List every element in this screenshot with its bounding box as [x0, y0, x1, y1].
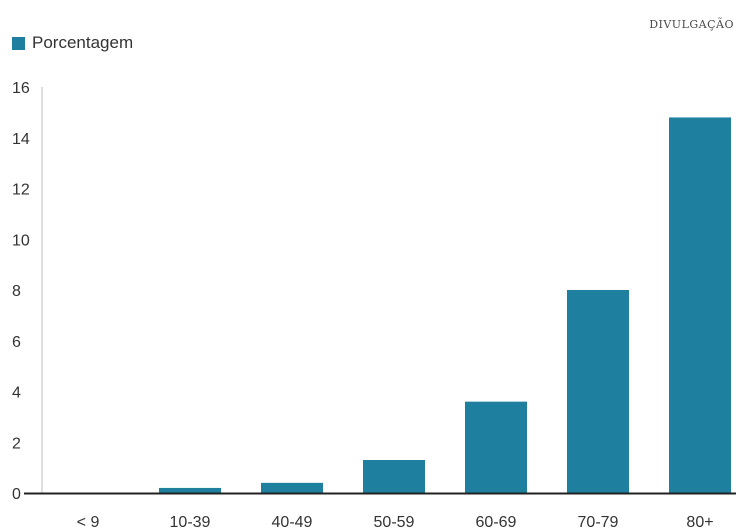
bar — [159, 487, 221, 493]
y-tick-label: 16 — [12, 80, 30, 97]
y-tick-label: 12 — [12, 182, 30, 199]
x-tick-label: 80+ — [686, 514, 713, 531]
legend-label: Porcentagem — [32, 33, 134, 52]
y-tick-label: 10 — [12, 232, 30, 249]
x-axis-ticks: < 9 10-39 40-49 50-59 60-69 70-79 80+ — [77, 514, 714, 531]
y-tick-label: 4 — [12, 385, 21, 402]
y-axis-ticks: 0 2 4 6 8 10 12 14 16 — [12, 80, 30, 503]
x-tick-label: 10-39 — [170, 514, 211, 531]
x-tick-label: 50-59 — [374, 514, 415, 531]
bar — [465, 401, 527, 493]
y-tick-label: 6 — [12, 334, 21, 351]
bar — [261, 482, 323, 493]
x-tick-label: 40-49 — [272, 514, 313, 531]
bars — [159, 117, 731, 493]
y-tick-label: 0 — [12, 486, 21, 503]
photo-credit: DIVULGAÇÃO — [649, 18, 734, 31]
y-tick-label: 2 — [12, 435, 21, 452]
bar — [567, 290, 629, 493]
x-tick-label: < 9 — [77, 514, 100, 531]
legend-swatch — [12, 36, 25, 50]
bar — [363, 460, 425, 493]
y-tick-label: 8 — [12, 283, 21, 300]
bar — [669, 117, 731, 493]
x-tick-label: 60-69 — [476, 514, 517, 531]
x-tick-label: 70-79 — [578, 514, 619, 531]
y-tick-label: 14 — [12, 131, 30, 148]
legend: Porcentagem — [12, 33, 133, 53]
